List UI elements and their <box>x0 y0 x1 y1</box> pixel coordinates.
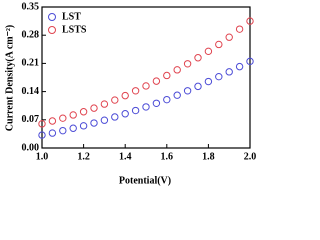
data-point <box>90 119 98 127</box>
legend-marker <box>48 13 56 21</box>
legend-label: LSTS <box>62 24 87 35</box>
data-point <box>79 108 88 116</box>
plot-frame <box>41 6 251 149</box>
data-point <box>204 47 213 56</box>
y-tick-label: 0.00 <box>22 142 40 153</box>
data-point <box>111 113 119 121</box>
y-axis-label: Current Density(A cm⁻²) <box>4 25 15 131</box>
data-point <box>131 87 140 95</box>
data-point <box>163 71 171 80</box>
data-point <box>194 82 202 91</box>
data-point <box>111 96 119 104</box>
data-point <box>235 62 244 71</box>
data-point <box>183 87 192 95</box>
legend-label: LST <box>62 11 81 22</box>
data-point <box>142 103 150 111</box>
data-point <box>90 104 98 112</box>
data-point <box>48 117 57 125</box>
data-point <box>100 100 109 108</box>
data-point <box>38 131 46 139</box>
data-point <box>152 99 161 107</box>
data-point <box>131 106 140 115</box>
x-tick-label: 2.0 <box>244 151 257 162</box>
data-point <box>69 124 77 132</box>
data-point <box>100 116 109 124</box>
data-point <box>246 57 254 66</box>
data-point <box>152 77 161 85</box>
data-point <box>59 126 67 135</box>
x-tick-label: 1.8 <box>202 151 215 162</box>
data-point <box>225 33 233 41</box>
data-point <box>235 25 244 33</box>
data-point <box>163 95 171 104</box>
data-point <box>79 122 88 130</box>
data-point <box>183 60 192 68</box>
data-point <box>38 120 46 128</box>
x-axis-label: Potential(V) <box>119 175 171 186</box>
legend-marker <box>48 26 56 34</box>
x-tick-label: 1.0 <box>36 151 49 162</box>
y-tick-label: 0.35 <box>22 1 40 12</box>
data-point <box>173 91 181 99</box>
chart: Potential(V) Current Density(A cm⁻²) 1.0… <box>4 1 257 186</box>
data-point <box>69 111 77 119</box>
data-point <box>215 72 223 81</box>
data-point <box>173 66 181 74</box>
data-point <box>204 77 213 86</box>
x-tick-label: 1.2 <box>77 151 90 162</box>
data-point <box>194 54 202 62</box>
y-tick-label: 0.14 <box>22 86 40 97</box>
data-point <box>246 17 254 25</box>
data-point <box>225 68 233 76</box>
x-tick-label: 1.6 <box>161 151 174 162</box>
data-point <box>121 110 129 118</box>
x-tick-label: 1.4 <box>119 151 132 162</box>
data-point <box>142 82 150 90</box>
data-point <box>121 91 129 100</box>
y-tick-label: 0.07 <box>22 114 40 125</box>
data-point <box>215 40 223 49</box>
data-point <box>59 114 67 122</box>
y-tick-label: 0.21 <box>22 58 40 69</box>
y-tick-label: 0.28 <box>22 29 40 40</box>
data-point <box>48 129 57 137</box>
